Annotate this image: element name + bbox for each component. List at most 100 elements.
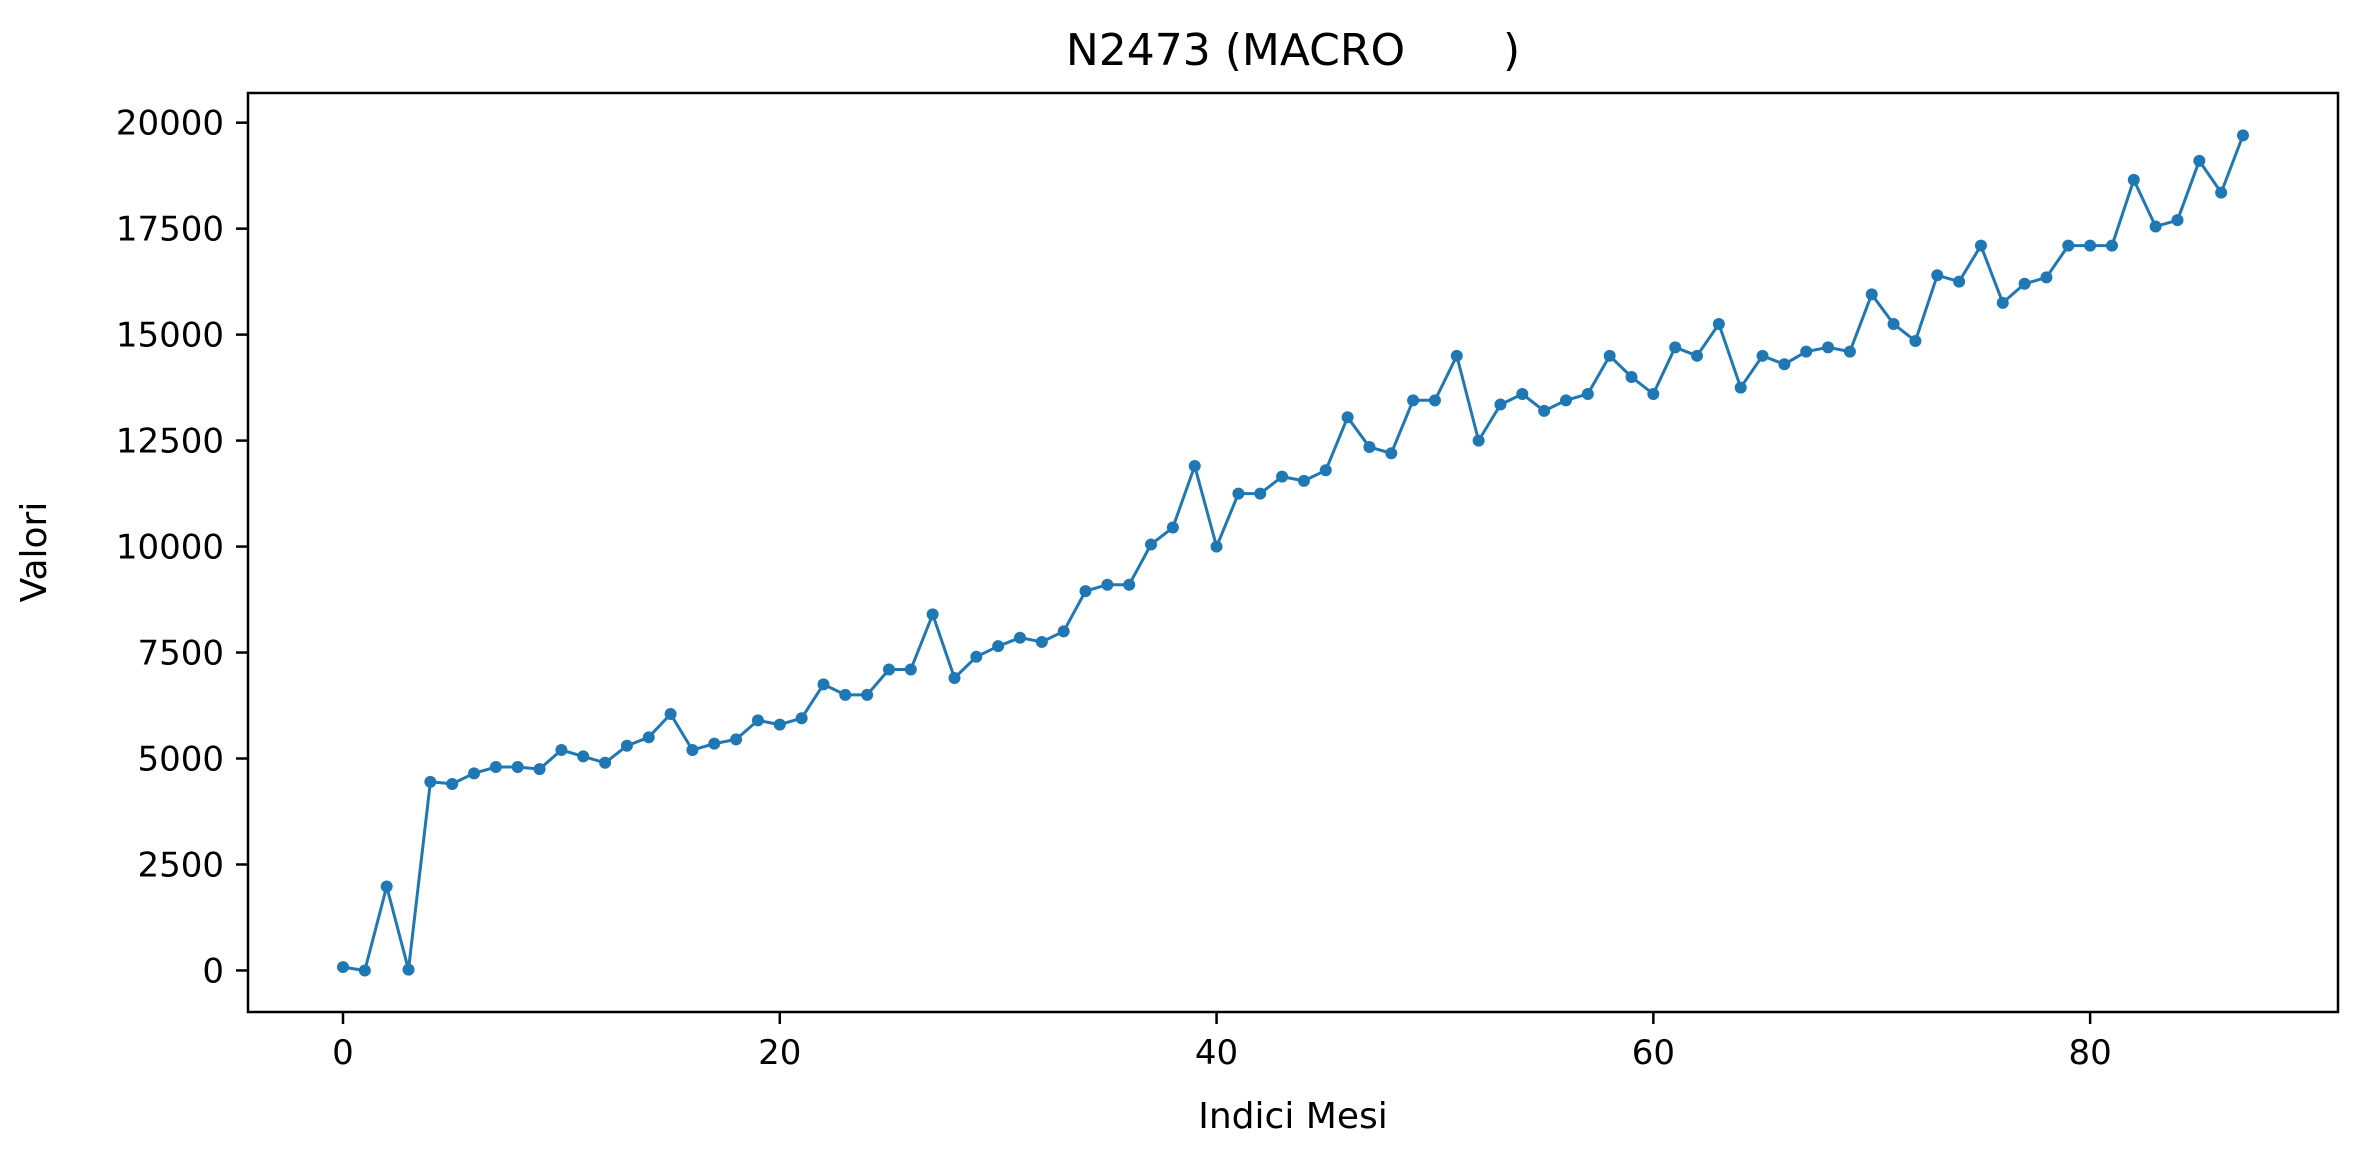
data-point <box>1778 358 1791 371</box>
data-point <box>2215 186 2228 199</box>
data-point <box>599 756 612 769</box>
data-point <box>337 961 349 974</box>
data-point <box>1516 387 1529 400</box>
data-point <box>1647 387 1660 400</box>
data-point <box>577 750 590 763</box>
data-point <box>1865 288 1878 301</box>
y-tick-label: 17500 <box>116 210 224 250</box>
data-point <box>358 964 371 977</box>
data-point <box>1014 631 1027 644</box>
y-tick-label: 10000 <box>116 528 224 568</box>
data-point <box>708 737 721 750</box>
data-point <box>1166 521 1179 534</box>
data-point <box>948 671 961 684</box>
x-tick-label: 40 <box>1195 1033 1238 1073</box>
data-point <box>489 760 502 773</box>
data-point <box>2105 239 2118 252</box>
data-point <box>511 760 524 773</box>
data-point <box>1123 578 1136 591</box>
data-point <box>1035 635 1048 648</box>
data-point <box>1669 341 1682 354</box>
data-point <box>1079 585 1092 598</box>
data-point <box>2193 154 2206 167</box>
data-point <box>1538 404 1551 417</box>
data-point <box>1210 540 1223 553</box>
data-point <box>2149 220 2162 233</box>
data-point <box>751 714 764 727</box>
data-point <box>904 663 917 676</box>
data-point <box>1057 625 1070 638</box>
data-point <box>446 777 459 790</box>
x-axis-label: Indici Mesi <box>1198 1096 1388 1137</box>
data-point <box>1101 578 1114 591</box>
data-point <box>2237 129 2249 142</box>
data-point <box>1625 371 1638 384</box>
data-point <box>1909 334 1922 347</box>
x-tick-label: 60 <box>1632 1033 1675 1073</box>
data-point <box>1450 349 1463 362</box>
data-point <box>555 744 568 757</box>
data-point <box>2127 173 2140 186</box>
data-point <box>1319 464 1332 477</box>
x-tick-label: 20 <box>758 1033 801 1073</box>
data-point <box>992 640 1005 653</box>
data-point <box>1843 345 1856 358</box>
data-point <box>1254 487 1267 500</box>
data-point <box>773 718 786 731</box>
y-axis-label-group: Valori <box>14 502 55 603</box>
data-point <box>882 663 895 676</box>
y-tick-label: 2500 <box>137 845 224 885</box>
plot-series <box>337 129 2249 977</box>
data-point <box>468 767 481 780</box>
data-point <box>2084 239 2097 252</box>
data-point <box>1603 349 1616 362</box>
data-point <box>2018 277 2031 290</box>
data-point <box>1974 239 1987 252</box>
chart-title: N2473 (MACRO ) <box>1066 25 1520 76</box>
data-point <box>1559 394 1572 407</box>
data-point <box>1428 394 1441 407</box>
data-point <box>424 775 437 788</box>
y-tick-label: 7500 <box>137 634 224 674</box>
plot-frame <box>246 91 2340 1014</box>
data-point <box>1341 411 1354 424</box>
y-tick-label: 15000 <box>116 316 224 356</box>
y-tick-label: 12500 <box>116 422 224 462</box>
y-axis: 0 2500 5000 7500 10000 12500 15000 17500 20000 <box>116 104 248 991</box>
data-point <box>1691 349 1704 362</box>
data-point <box>1734 381 1747 394</box>
data-point <box>1822 341 1835 354</box>
data-point <box>861 688 874 701</box>
data-point <box>1800 345 1813 358</box>
data-point <box>402 963 415 976</box>
data-point <box>926 608 939 621</box>
series-line <box>342 134 2245 972</box>
data-point <box>730 733 743 746</box>
data-point <box>1407 394 1420 407</box>
data-point <box>1232 487 1245 500</box>
data-point <box>1385 447 1398 460</box>
data-point <box>2171 214 2184 227</box>
data-point <box>1297 474 1310 487</box>
data-point <box>970 650 983 663</box>
data-point <box>1887 318 1900 331</box>
y-tick-label: 20000 <box>116 104 224 144</box>
data-point <box>1276 470 1289 483</box>
data-point <box>1712 318 1725 331</box>
data-point <box>839 688 852 701</box>
data-point <box>1494 398 1507 411</box>
data-point <box>2062 239 2075 252</box>
x-axis: 0 20 40 60 80 <box>332 1012 2112 1073</box>
data-point <box>1756 349 1769 362</box>
data-point <box>1145 538 1158 551</box>
data-point <box>1363 440 1376 453</box>
data-point <box>642 731 655 744</box>
x-tick-label: 80 <box>2068 1033 2111 1073</box>
data-point <box>1188 460 1201 473</box>
data-point <box>2040 271 2053 284</box>
data-point <box>795 712 808 725</box>
y-axis-label: Valori <box>14 502 55 603</box>
data-point <box>817 678 830 691</box>
y-tick-label: 0 <box>202 951 224 991</box>
